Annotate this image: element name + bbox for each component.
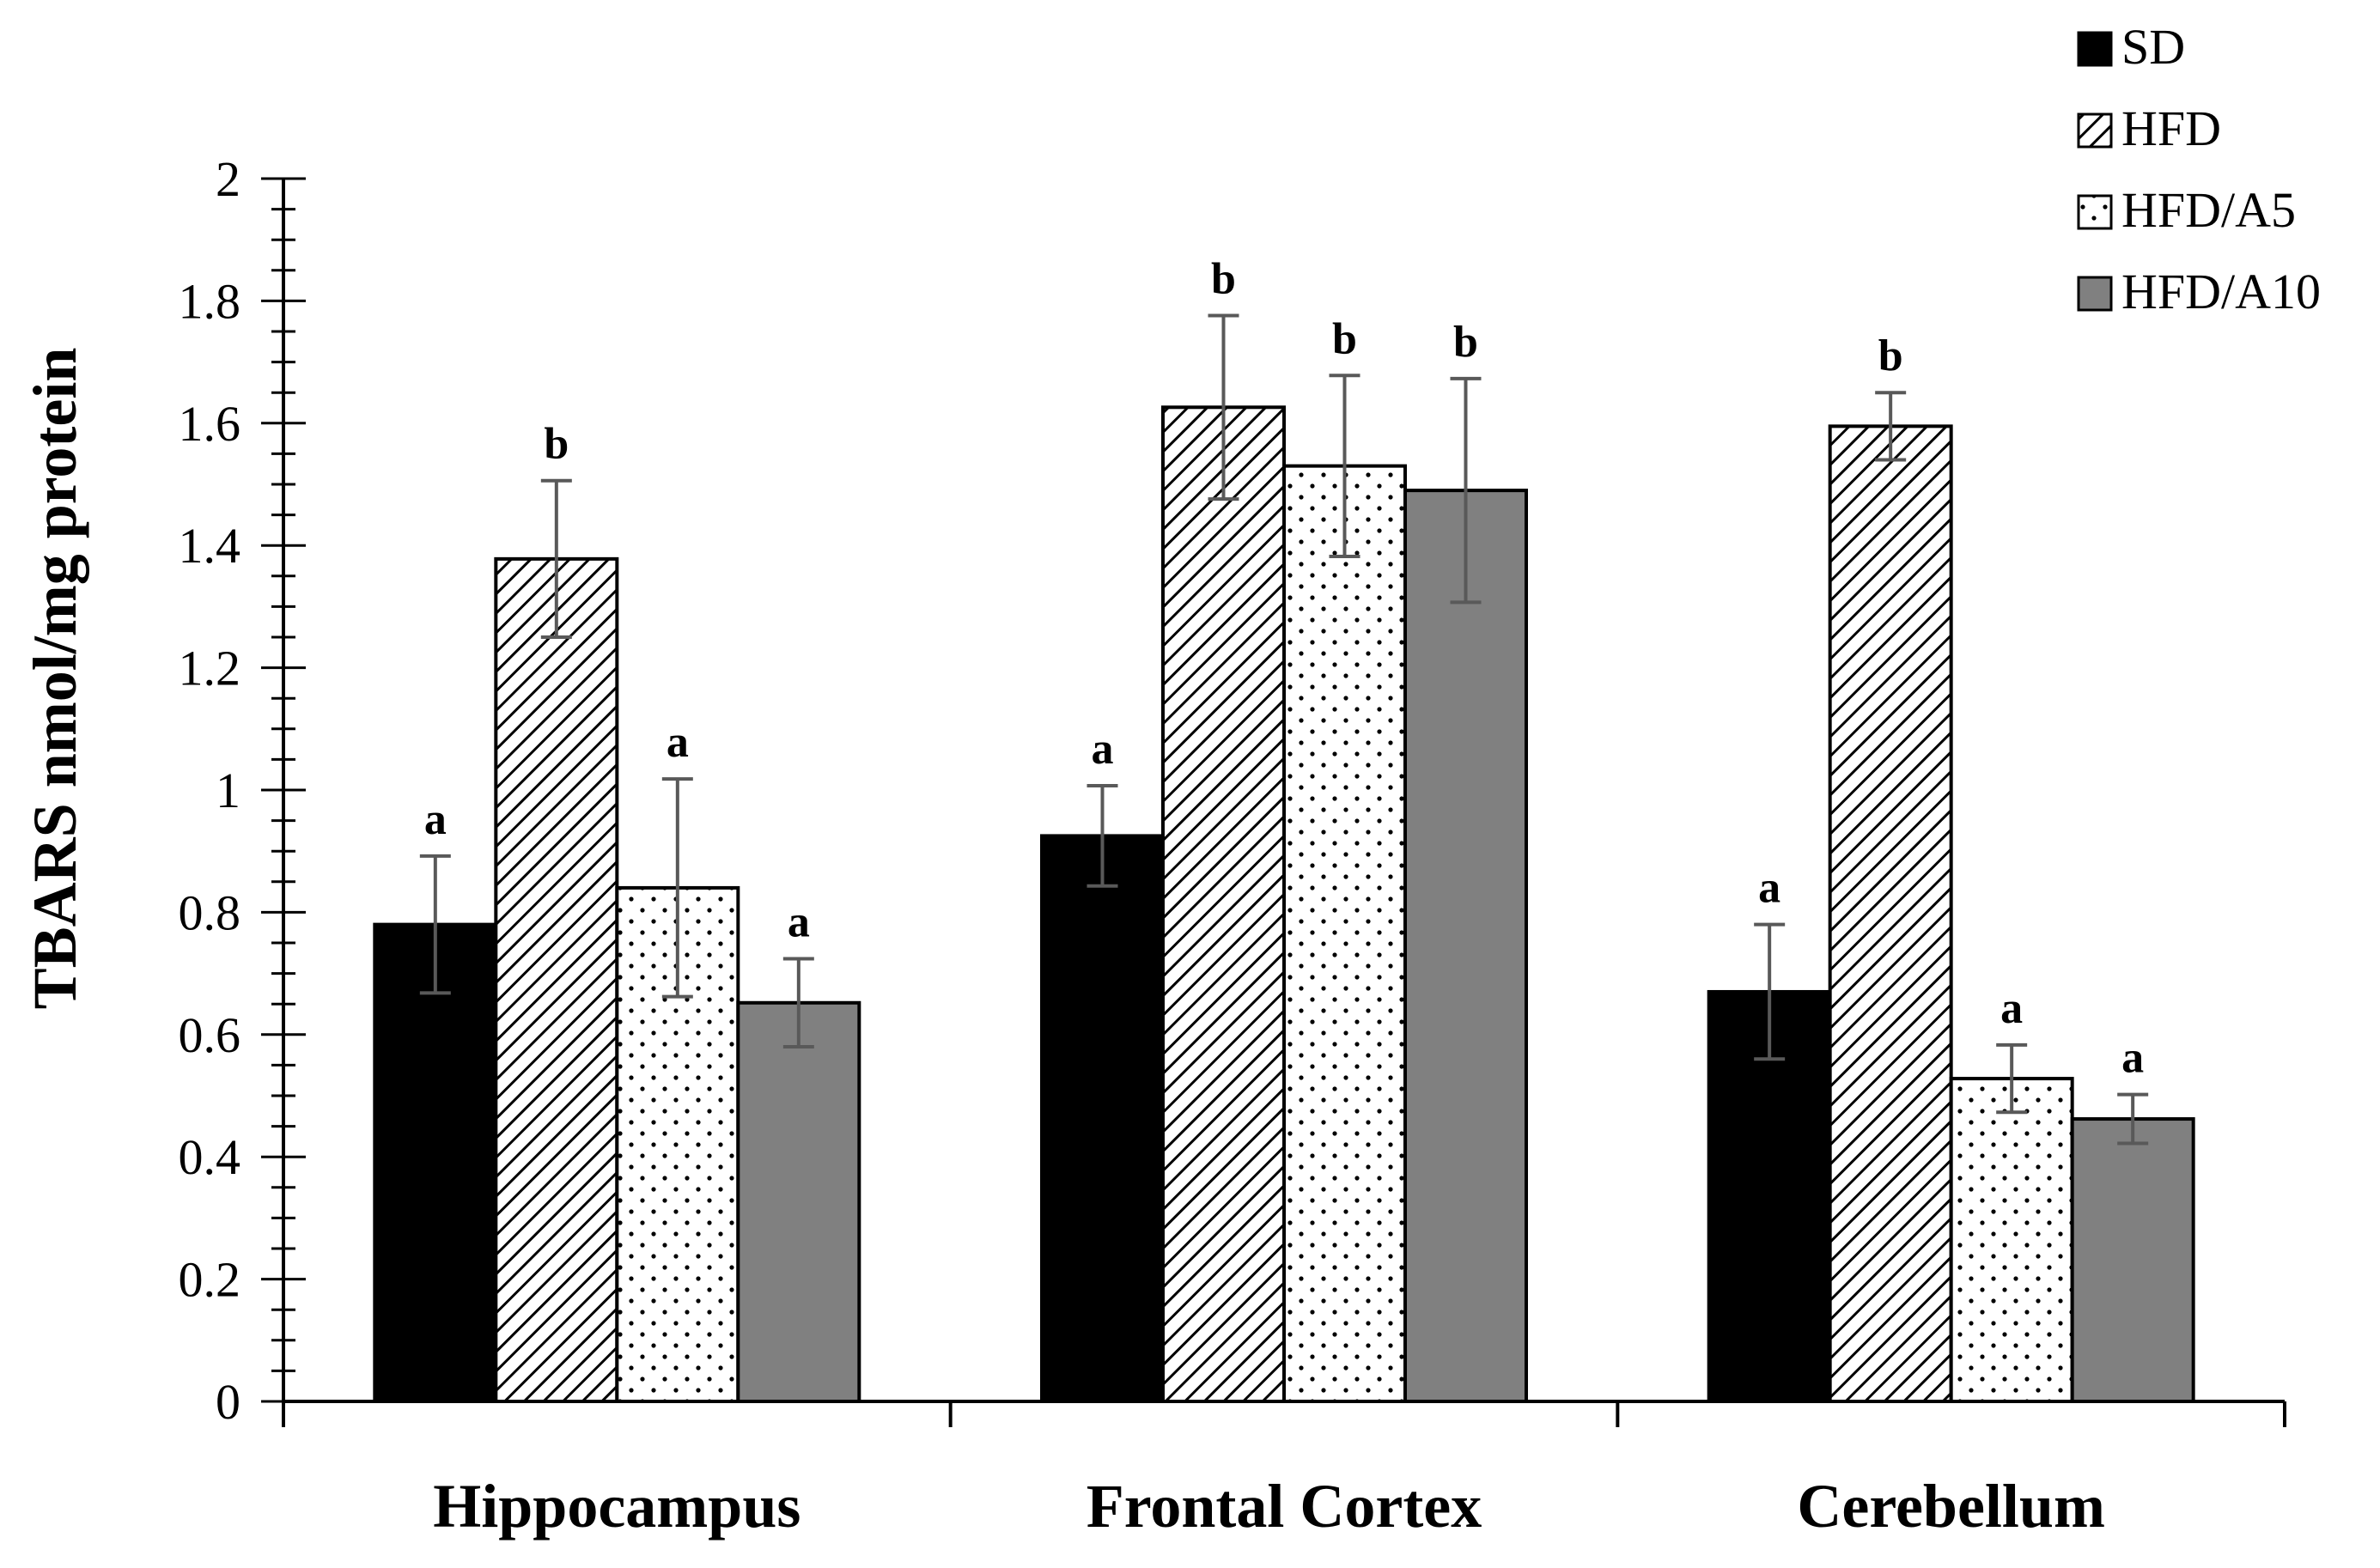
significance-labels: a b a a a b b b a b a a xyxy=(424,254,2144,1082)
category-label: Frontal Cortex xyxy=(1087,1472,1482,1541)
bar xyxy=(1949,1077,2074,1403)
bars xyxy=(373,405,2195,1404)
legend-swatch xyxy=(2077,31,2113,67)
legend-label: HFD/A5 xyxy=(2121,182,2296,238)
significance-label: b xyxy=(1878,331,1903,380)
legend-label: HFD xyxy=(2121,100,2221,156)
significance-label: a xyxy=(2000,984,2023,1033)
y-tick-label: 0 xyxy=(216,1374,240,1430)
y-tick-label: 1.8 xyxy=(179,273,241,329)
legend-swatch xyxy=(2077,194,2113,230)
y-tick-labels: 0 0.2 0.4 0.6 0.8 1 1.2 1.4 1.6 1.8 2 xyxy=(179,151,241,1430)
y-tick-label: 0.4 xyxy=(179,1129,241,1185)
significance-label: b xyxy=(1453,318,1478,367)
legend-swatch xyxy=(2077,112,2113,149)
significance-label: a xyxy=(424,795,447,844)
y-tick-label: 1.2 xyxy=(179,641,241,696)
y-tick-label: 0.2 xyxy=(179,1252,241,1308)
bar xyxy=(1403,489,1528,1403)
bar xyxy=(736,1000,861,1403)
y-tick-label: 0.8 xyxy=(179,884,241,940)
error-bars xyxy=(419,313,2149,1146)
significance-label: a xyxy=(2121,1034,2144,1083)
significance-label: b xyxy=(1211,254,1236,303)
bar xyxy=(1282,464,1407,1403)
category-labels: Hippocampus Frontal Cortex Cerebellum xyxy=(433,1472,2105,1541)
bar xyxy=(1040,834,1165,1403)
legend-label: SD xyxy=(2121,19,2185,75)
bar xyxy=(494,556,619,1403)
legend-label: HFD/A10 xyxy=(2121,264,2321,319)
bar xyxy=(373,922,498,1403)
legend: SD HFD HFD/A5 HFD/A10 xyxy=(2077,19,2321,319)
y-tick-label: 1.4 xyxy=(179,518,241,574)
significance-label: b xyxy=(544,420,569,469)
bar xyxy=(1161,405,1286,1404)
y-tick-label: 2 xyxy=(216,151,240,207)
significance-label: a xyxy=(1758,864,1780,913)
significance-label: b xyxy=(1332,314,1357,363)
y-tick-label: 0.6 xyxy=(179,1007,241,1063)
category-label: Hippocampus xyxy=(433,1472,800,1541)
legend-swatch xyxy=(2077,276,2113,312)
y-tick-label: 1 xyxy=(216,763,240,818)
significance-label: a xyxy=(667,718,689,767)
y-tick-label: 1.6 xyxy=(179,396,241,452)
bar xyxy=(2070,1117,2195,1404)
bar xyxy=(1828,424,1953,1403)
significance-label: a xyxy=(1092,725,1114,774)
y-axis-label: TBARS nmol/mg protein xyxy=(21,348,89,1010)
significance-label: a xyxy=(788,898,810,947)
category-label: Cerebellum xyxy=(1797,1472,2105,1541)
